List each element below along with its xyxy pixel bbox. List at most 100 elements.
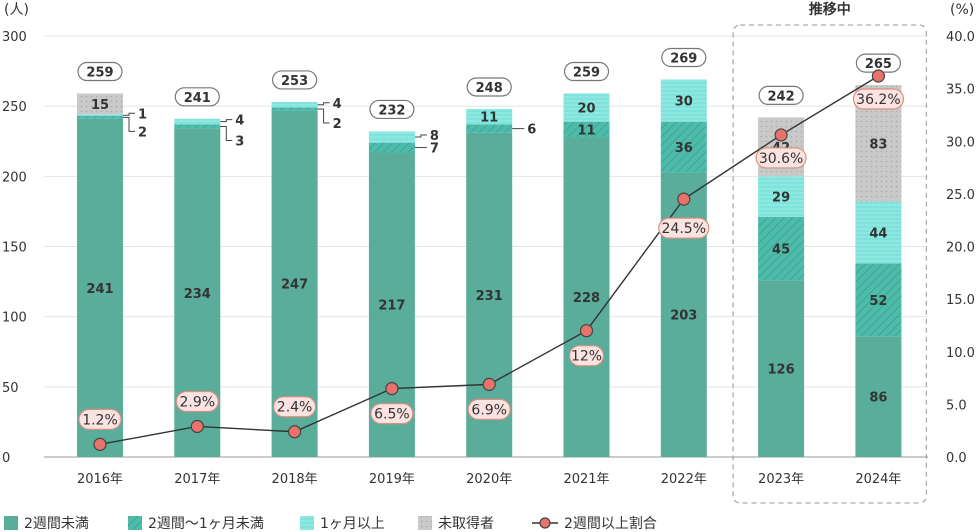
- legend-line-point: [539, 517, 551, 529]
- total-label: 259: [573, 66, 600, 81]
- segment-value-label: 29: [772, 191, 790, 206]
- legend-label: 1ヶ月以上: [320, 516, 385, 532]
- segment-value-label: 52: [869, 294, 887, 309]
- total-pill: [758, 85, 804, 105]
- total-pill: [174, 87, 220, 107]
- ratio-label-pill: [755, 147, 807, 169]
- segment-value-label: 203: [670, 309, 697, 324]
- segment-value-label: 44: [869, 226, 887, 241]
- right-tick-label: 20.0: [946, 241, 975, 256]
- bar-segment-under-2-weeks: [77, 118, 123, 458]
- bar-segment-2weeks-1month: [77, 115, 123, 119]
- ratio-point: [385, 381, 399, 396]
- bar-segment-over-1-month: [271, 101, 318, 108]
- legend-label: 2週間未満: [24, 516, 89, 532]
- ratio-label-pill: [175, 390, 219, 413]
- ratio-label-pill: [852, 88, 905, 110]
- left-tick-label: 0: [2, 451, 10, 466]
- total-label: 259: [86, 66, 113, 81]
- total-pill: [77, 61, 123, 82]
- ratio-label: 30.6%: [759, 151, 803, 167]
- total-label: 253: [281, 74, 308, 89]
- segment-value-label: 45: [772, 243, 790, 258]
- ratio-line: 1.2% 2.9% 2.4% 6.5% 6.9% 12% 24.5% 30.6% 36.2%: [78, 69, 905, 451]
- category-label: 2024年: [855, 472, 901, 487]
- total-pill: [272, 70, 318, 90]
- callout-leader: [220, 126, 233, 142]
- callout-leader: [414, 134, 427, 138]
- bar-segment-2weeks-1month: [758, 217, 805, 281]
- right-tick-label: 30.0: [946, 135, 975, 150]
- bar-segment-under-2-weeks: [563, 137, 610, 458]
- callout-leader: [220, 119, 233, 123]
- left-tick-label: 150: [2, 241, 27, 256]
- bar-segment-under-2-weeks: [855, 336, 902, 457]
- segment-value-label: 30: [675, 95, 693, 110]
- bar-segment-not-taken: [77, 93, 123, 115]
- category-label: 2019年: [369, 472, 415, 487]
- total-label: 248: [476, 81, 503, 96]
- left-tick-label: 200: [2, 170, 27, 185]
- callout-value-label: 8: [430, 129, 439, 144]
- callout-value-label: 6: [527, 123, 536, 138]
- right-tick-label: 40.0: [946, 30, 975, 45]
- callout-value-label: 3: [235, 135, 244, 150]
- callout-value-label: 4: [333, 97, 342, 112]
- ratio-label: 24.5%: [662, 221, 706, 237]
- left-axis-unit: (人): [4, 2, 29, 18]
- bar-segment-over-1-month: [466, 108, 513, 125]
- total-label: 265: [865, 57, 892, 72]
- ratio-point: [871, 69, 886, 83]
- legend-label: 未取得者: [438, 515, 494, 532]
- callout-value-label: 1: [138, 107, 147, 122]
- bar-segment-2weeks-1month: [563, 121, 610, 138]
- bar-segment-over-1-month: [660, 79, 707, 122]
- left-tick-label: 300: [2, 30, 27, 45]
- segment-value-label: 241: [86, 282, 113, 297]
- segment-value-label: 228: [573, 291, 600, 306]
- highlight-label: 推移中: [809, 1, 851, 18]
- segment-value-label: 83: [869, 137, 887, 152]
- ratio-label-pill: [467, 398, 511, 420]
- category-label: 2017年: [174, 472, 220, 487]
- segment-value-label: 86: [869, 391, 887, 406]
- ratio-point: [677, 192, 691, 206]
- bar-segment-2weeks-1month: [271, 107, 318, 111]
- ratio-label-pill: [78, 408, 122, 430]
- callouts: 2 1 3 4 2 4 78 6: [123, 97, 536, 157]
- callout-leader: [317, 108, 330, 124]
- bar-segment-2weeks-1month: [368, 142, 415, 153]
- segment-value-label: 217: [378, 299, 405, 314]
- left-tick-label: 100: [2, 311, 27, 326]
- legend-swatch: [4, 516, 18, 530]
- callout-value-label: 2: [333, 117, 342, 132]
- segment-value-label: 231: [476, 289, 503, 304]
- ratio-point: [288, 425, 302, 439]
- legend-label: 2週間以上割合: [564, 515, 657, 532]
- total-label: 241: [184, 91, 211, 106]
- right-axis-unit: (%): [950, 2, 974, 18]
- highlight-box: 推移中: [732, 1, 928, 504]
- legend-swatch: [418, 516, 432, 530]
- bar-segment-2weeks-1month: [660, 121, 707, 173]
- right-tick-label: 25.0: [946, 188, 975, 203]
- ratio-label: 2.9%: [180, 394, 216, 410]
- axes: (人) (%) 0 50 100 150 200 250 300 0.0 5.0 10.0 15.0…: [2, 2, 975, 487]
- callout-leader: [123, 112, 135, 116]
- right-tick-label: 35.0: [946, 83, 975, 98]
- segment-value-label: 15: [91, 98, 109, 113]
- ratio-point: [774, 128, 788, 142]
- right-tick-label: 15.0: [946, 293, 975, 308]
- bar-segment-2weeks-1month: [855, 263, 902, 337]
- segment-value-label: 36: [675, 141, 693, 156]
- callout-leader: [123, 116, 135, 132]
- callout-value-label: 7: [430, 142, 439, 157]
- segment-value-label: 11: [480, 111, 498, 126]
- ratio-label: 12%: [571, 349, 602, 365]
- bar-segment-2weeks-1month: [174, 124, 221, 129]
- total-pill: [466, 77, 512, 97]
- total-pill: [369, 99, 415, 120]
- callout-leader: [317, 102, 330, 106]
- category-label: 2022年: [661, 472, 707, 487]
- ratio-point: [579, 324, 594, 338]
